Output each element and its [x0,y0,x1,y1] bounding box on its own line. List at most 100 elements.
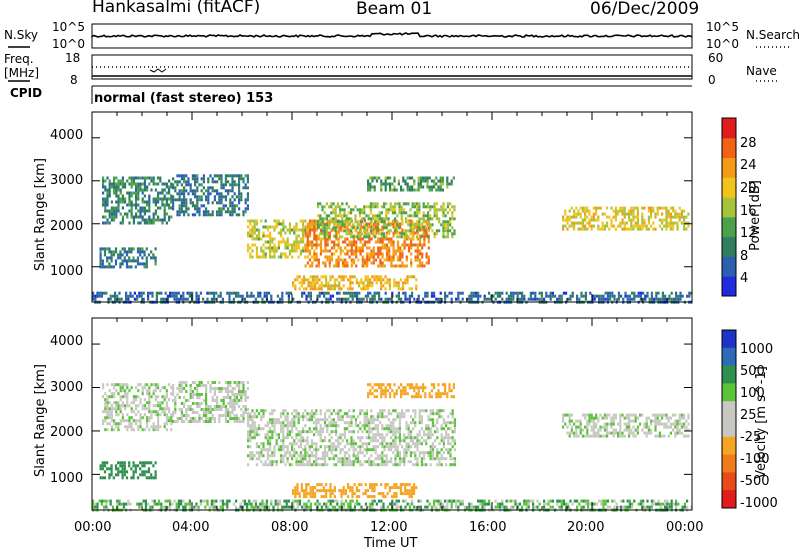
power-cell [589,291,592,295]
velocity-cell [152,425,155,429]
power-cell [269,234,272,238]
power-cell [661,206,664,210]
power-cell [362,287,365,291]
power-cell [431,229,434,233]
velocity-cell [372,439,375,443]
power-cell [588,209,591,213]
power-cell [176,180,179,184]
power-cell [534,294,537,298]
power-cell [114,291,117,295]
power-cell [149,291,152,295]
power-cell [390,255,393,259]
power-cell [238,180,241,184]
power-cell [410,261,413,265]
velocity-cell [288,442,291,446]
velocity-cell [297,460,300,464]
power-cell [297,228,300,232]
power-cell [430,179,433,183]
power-cell [258,228,261,232]
velocity-cell [371,489,374,493]
power-cell [378,291,381,295]
power-cell [418,208,421,212]
velocity-cell [341,448,344,452]
velocity-cell [124,395,127,399]
velocity-cell [273,448,276,452]
velocity-cell [359,421,362,425]
power-cell [238,186,241,190]
velocity-cell [357,415,360,419]
velocity-cell [308,415,311,419]
velocity-cell [425,442,428,446]
power-cell [216,189,219,193]
velocity-cell [121,404,124,408]
velocity-cell [119,470,122,474]
power-cell [440,208,443,212]
velocity-cell [577,434,580,438]
power-cell [371,284,374,288]
power-cell [281,297,284,301]
power-cell [379,237,382,241]
velocity-cell [297,421,300,425]
velocity-cell [295,415,298,419]
velocity-cell [440,463,443,467]
velocity-cell [451,463,454,467]
power-cell [128,221,131,225]
power-cell [369,208,372,212]
velocity-cell [573,431,576,435]
velocity-cell [135,386,138,390]
power-cell [114,262,118,266]
power-cell [152,200,155,204]
power-cell [405,264,408,268]
power-cell [340,278,343,282]
power-cell [399,252,402,256]
power-cell [294,278,297,282]
power-cell [396,255,400,259]
velocity-cell [235,393,238,396]
velocity-cell [108,401,111,405]
velocity-cell [255,430,258,434]
velocity-cell [163,386,166,390]
velocity-cell [392,463,395,467]
velocity-cell [207,405,210,408]
power-cell [361,232,364,236]
velocity-cell [148,398,151,402]
power-cell [157,215,160,219]
power-cell [126,191,129,195]
power-cell [176,183,179,187]
velocity-cell [449,412,452,416]
velocity-cell [224,414,227,417]
power-cell [412,228,415,232]
power-cell [220,195,223,199]
power-cell [170,200,173,204]
velocity-cell [119,398,122,402]
power-cell [165,221,168,225]
velocity-cell [260,427,263,431]
power-cell [187,192,190,196]
velocity-cell [573,434,576,438]
power-cell [143,250,146,254]
velocity-cell [425,427,428,431]
power-cell [499,294,502,298]
power-cell [320,275,323,279]
power-cell [304,264,307,268]
power-cell [170,185,173,189]
power-cell [235,174,238,178]
velocity-cell [396,436,399,440]
power-cell [253,225,256,229]
power-cell [381,264,384,268]
velocity-cell [586,413,589,417]
velocity-cell [124,404,127,408]
power-cell [150,218,153,222]
power-cell [249,255,252,259]
power-cell [355,240,358,244]
power-cell [664,294,667,298]
power-cell [168,179,171,183]
velocity-cell [416,433,419,437]
power-cell [380,287,383,291]
power-cell [501,297,504,301]
power-cell [408,188,411,192]
power-cell [104,179,107,183]
power-cell [148,209,151,213]
velocity-cell [315,451,318,455]
power-cell [415,188,418,192]
